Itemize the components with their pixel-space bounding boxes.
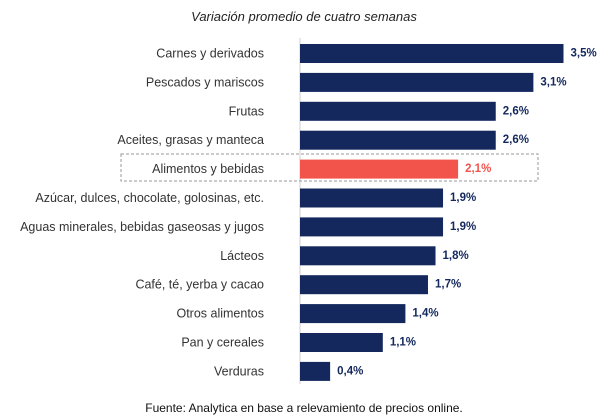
- bar: [300, 188, 444, 208]
- bar: [300, 101, 496, 121]
- category-label: Café, té, yerba y cacao: [135, 278, 264, 292]
- bar: [300, 217, 444, 237]
- category-label: Verduras: [214, 364, 264, 378]
- category-label: Carnes y derivados: [156, 47, 264, 61]
- category-label: Azúcar, dulces, chocolate, golosinas, et…: [35, 191, 264, 205]
- bar: [300, 72, 534, 92]
- chart-title: Variación promedio de cuatro semanas: [191, 9, 417, 24]
- bar: [300, 275, 428, 295]
- category-label: Pan y cereales: [181, 336, 264, 350]
- bar: [300, 159, 459, 179]
- category-label: Aguas minerales, bebidas gaseosas y jugo…: [20, 220, 264, 234]
- highlight-box: [120, 153, 539, 182]
- bar: [300, 130, 496, 150]
- value-label: 1,9%: [450, 221, 476, 233]
- category-label: Otros alimentos: [176, 307, 264, 321]
- value-label: 1,1%: [390, 337, 416, 349]
- bars: Carnes y derivados 3,5% Pescados y marisco…: [20, 44, 597, 381]
- bar: [300, 304, 406, 324]
- category-label: Alimentos y bebidas: [152, 162, 264, 176]
- source-note: Fuente: Analytica en base a relevamiento…: [145, 401, 463, 415]
- value-label: 3,1%: [540, 76, 566, 88]
- value-label: 1,9%: [450, 192, 476, 204]
- bar: [300, 246, 436, 266]
- value-label: 1,4%: [412, 308, 438, 320]
- bar: [300, 333, 383, 352]
- value-label: 2,1%: [465, 163, 491, 175]
- value-label: 3,5%: [571, 48, 597, 60]
- value-label: 1,7%: [435, 279, 461, 291]
- bar: [300, 44, 564, 63]
- value-label: 0,4%: [337, 365, 363, 377]
- category-label: Frutas: [229, 104, 264, 118]
- category-label: Aceites, grasas y manteca: [117, 133, 264, 147]
- value-label: 1,8%: [443, 250, 469, 262]
- value-label: 2,6%: [503, 105, 529, 117]
- bar: [300, 361, 331, 381]
- category-label: Lácteos: [220, 249, 264, 263]
- category-label: Pescados y mariscos: [146, 75, 264, 89]
- value-label: 2,6%: [503, 134, 529, 146]
